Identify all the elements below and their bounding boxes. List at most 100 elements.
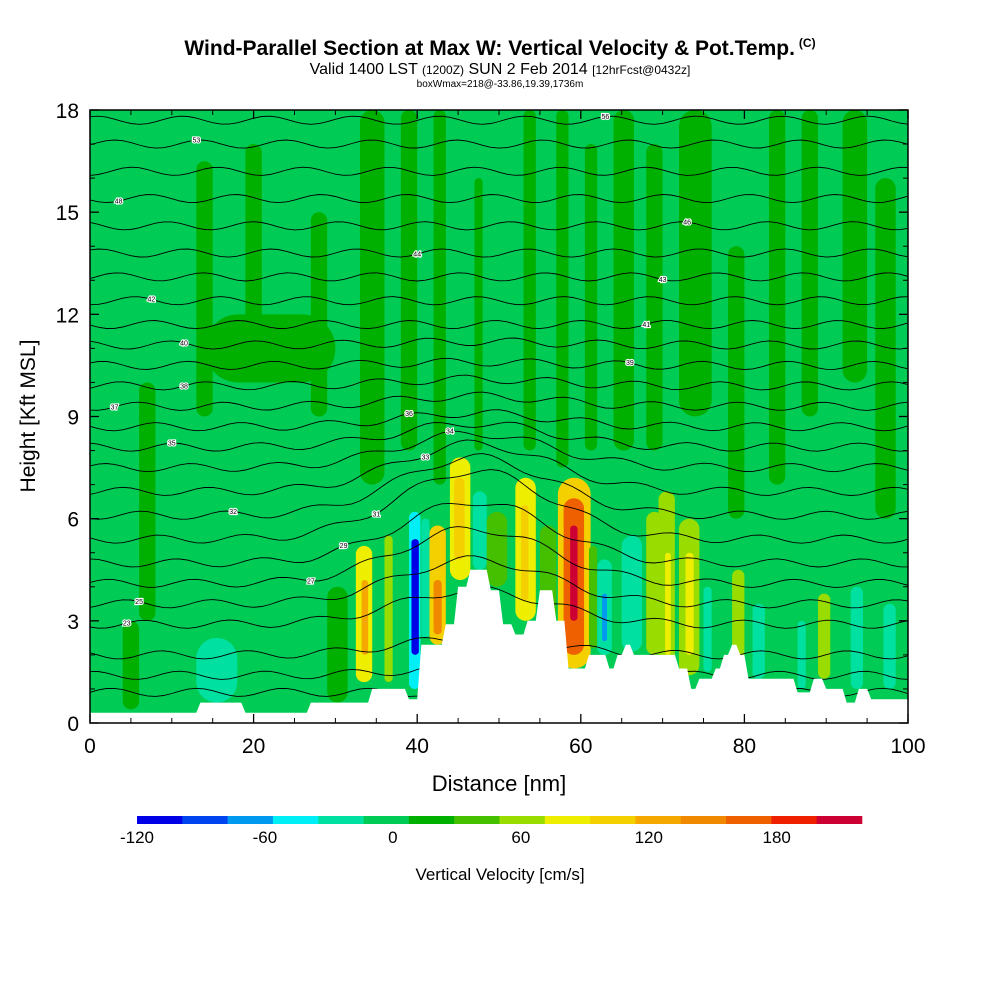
theta-label: 27 bbox=[307, 578, 315, 585]
y-axis-label: Height [Kft MSL] bbox=[17, 340, 40, 493]
chart-title: Wind-Parallel Section at Max W: Vertical… bbox=[184, 36, 816, 60]
velocity-cell bbox=[310, 212, 328, 417]
theta-label: 44 bbox=[413, 252, 421, 259]
theta-line bbox=[90, 357, 908, 370]
velocity-cell bbox=[245, 144, 262, 383]
theta-label: 43 bbox=[659, 277, 667, 284]
velocity-cell bbox=[602, 593, 607, 642]
theta-label: 32 bbox=[229, 509, 237, 516]
theta-line bbox=[90, 221, 908, 231]
velocity-cell bbox=[883, 603, 896, 689]
velocity-cell bbox=[486, 511, 508, 587]
theta-label: 37 bbox=[111, 404, 119, 411]
velocity-cell bbox=[621, 535, 643, 652]
plot-area: 23 25 27 29 31 32 33 34 35 36 37 38 39 40 41 42 43 44 46 48… bbox=[90, 110, 908, 723]
theta-line bbox=[90, 115, 908, 125]
theta-label: 34 bbox=[446, 429, 454, 436]
velocity-cell bbox=[290, 620, 315, 710]
theta-line bbox=[90, 439, 908, 496]
y-tick-label: 9 bbox=[67, 407, 79, 430]
velocity-cell bbox=[122, 620, 140, 710]
colorbar-tick-label: 180 bbox=[763, 828, 791, 847]
velocity-cell bbox=[472, 491, 487, 570]
theta-label: 40 bbox=[180, 340, 188, 347]
velocity-cell bbox=[458, 178, 467, 417]
velocity-cell bbox=[797, 620, 806, 689]
theta-label: 56 bbox=[601, 114, 609, 121]
theta-label: 46 bbox=[683, 220, 691, 227]
theta-label: 39 bbox=[626, 360, 634, 367]
velocity-cell bbox=[842, 110, 868, 383]
x-tick-label: 60 bbox=[569, 735, 592, 758]
velocity-cell bbox=[204, 314, 336, 383]
forecast-info: [12hrFcst@0432z] bbox=[592, 63, 691, 77]
theta-label: 29 bbox=[340, 543, 348, 550]
colorbar-tick-label: 0 bbox=[388, 828, 397, 847]
x-tick-label: 20 bbox=[242, 735, 265, 758]
y-tick-label: 12 bbox=[56, 304, 79, 327]
box-max-info: boxWmax=218@-33.86,19.39,1736m bbox=[416, 79, 584, 90]
x-tick-label: 80 bbox=[733, 735, 756, 758]
theta-line bbox=[90, 555, 908, 609]
velocity-cell bbox=[875, 178, 896, 519]
y-tick-label: 0 bbox=[67, 713, 79, 736]
colorbar-swatch bbox=[227, 816, 274, 824]
velocity-cell bbox=[703, 586, 712, 672]
colorbar-swatch bbox=[318, 816, 364, 824]
theta-label: 33 bbox=[421, 454, 429, 461]
velocity-cell bbox=[359, 110, 385, 485]
y-tick-label: 3 bbox=[67, 611, 79, 634]
velocity-cell bbox=[752, 603, 765, 679]
theta-line bbox=[90, 194, 908, 204]
theta-label: 53 bbox=[192, 138, 200, 145]
theta-contour-labels: 23 25 27 29 31 32 33 34 35 36 37 38 39 40 41 42 43 44 46 48… bbox=[110, 113, 693, 629]
y-tick-label: 18 bbox=[56, 100, 79, 123]
theta-label: 42 bbox=[147, 297, 155, 304]
colorbar-swatch bbox=[137, 816, 183, 824]
colorbar-swatch bbox=[771, 816, 817, 824]
x-axis: 0 20 40 60 80 100 bbox=[84, 110, 926, 758]
theta-label: 35 bbox=[168, 441, 176, 448]
y-tick-label: 6 bbox=[67, 509, 79, 532]
theta-line bbox=[90, 586, 908, 629]
velocity-cell bbox=[454, 477, 465, 560]
theta-label: 25 bbox=[135, 599, 143, 606]
velocity-cell bbox=[678, 110, 712, 417]
velocity-cell bbox=[421, 518, 430, 638]
theta-label: 23 bbox=[123, 620, 131, 627]
colorbar-swatch bbox=[590, 816, 636, 824]
theta-line bbox=[90, 166, 908, 176]
theta-line bbox=[90, 139, 908, 149]
velocity-cell bbox=[556, 110, 569, 468]
theta-line bbox=[90, 374, 908, 391]
velocity-cell bbox=[850, 586, 864, 689]
colorbar-swatch bbox=[454, 816, 500, 824]
colorbar-tick-label: -60 bbox=[253, 828, 278, 847]
chart-subtitle: Valid 1400 LST (1200Z) SUN 2 Feb 2014 [1… bbox=[0, 61, 1000, 79]
theta-line bbox=[90, 320, 908, 330]
theta-line bbox=[90, 430, 908, 473]
velocity-cell bbox=[728, 246, 745, 519]
velocity-cell bbox=[588, 545, 598, 649]
colorbar-swatch bbox=[408, 816, 455, 824]
theta-line bbox=[90, 409, 908, 432]
velocity-cell bbox=[818, 593, 831, 679]
colorbar-swatch bbox=[363, 816, 410, 824]
velocity-cell bbox=[521, 505, 529, 601]
velocity-cell bbox=[196, 637, 238, 703]
velocity-cell bbox=[571, 545, 576, 601]
colorbar-swatch bbox=[726, 816, 772, 824]
theta-label: 36 bbox=[405, 411, 413, 418]
theta-line bbox=[90, 272, 908, 282]
velocity-cell bbox=[327, 586, 348, 703]
velocity-cell bbox=[139, 382, 156, 621]
colorbar-swatch bbox=[680, 816, 727, 824]
theta-line bbox=[90, 526, 908, 588]
theta-line bbox=[90, 502, 908, 568]
colorbar-tick-label: -120 bbox=[120, 828, 154, 847]
colorbar-swatch bbox=[544, 816, 591, 824]
velocity-cell bbox=[584, 144, 598, 451]
theta-label: 48 bbox=[115, 199, 123, 206]
theta-line bbox=[90, 296, 908, 306]
